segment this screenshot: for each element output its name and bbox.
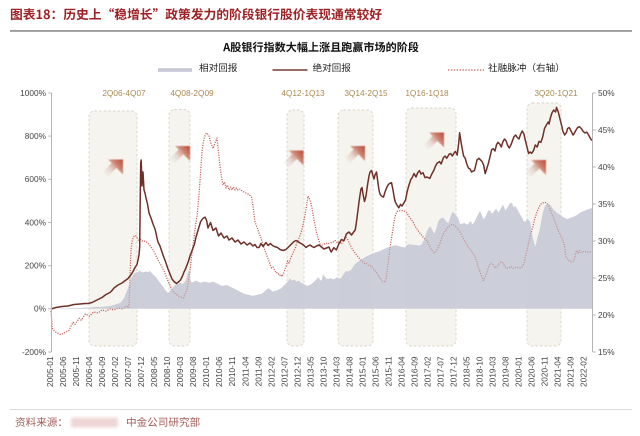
svg-text:2009-08: 2009-08 [188,356,198,387]
svg-text:2006-04: 2006-04 [84,356,94,387]
svg-text:200%: 200% [25,261,47,271]
svg-text:800%: 800% [25,131,47,141]
svg-text:2021-04: 2021-04 [553,356,563,387]
svg-text:2005-01: 2005-01 [45,356,55,387]
svg-text:4Q08-2Q09: 4Q08-2Q09 [170,88,214,98]
svg-text:2007-12: 2007-12 [136,356,146,387]
svg-text:2006-09: 2006-09 [97,356,107,387]
svg-text:2007-02: 2007-02 [110,356,120,387]
svg-text:2015-06: 2015-06 [370,356,380,387]
svg-text:15%: 15% [598,347,615,357]
svg-text:2008-10: 2008-10 [162,356,172,387]
svg-text:2011-04: 2011-04 [240,356,250,386]
svg-text:600%: 600% [25,174,47,184]
svg-text:35%: 35% [598,199,615,209]
svg-text:400%: 400% [25,217,47,227]
svg-text:20%: 20% [598,310,615,320]
svg-text:2012-02: 2012-02 [266,356,276,387]
svg-text:2019-08: 2019-08 [501,356,511,387]
svg-text:2021-09: 2021-09 [566,356,576,387]
svg-text:40%: 40% [598,162,615,172]
svg-text:2014-03: 2014-03 [331,356,341,387]
svg-text:2012-12: 2012-12 [292,356,302,387]
svg-text:2017-02: 2017-02 [423,356,433,387]
svg-text:1000%: 1000% [20,88,46,98]
svg-text:2017-12: 2017-12 [449,356,459,387]
svg-text:2020-01: 2020-01 [514,356,524,387]
svg-text:3Q14-2Q15: 3Q14-2Q15 [344,88,388,98]
svg-text:2013-05: 2013-05 [305,356,315,387]
svg-text:2016-04: 2016-04 [397,356,407,387]
svg-text:2007-07: 2007-07 [123,356,133,387]
svg-text:25%: 25% [598,273,615,283]
svg-text:2005-11: 2005-11 [71,356,81,386]
svg-text:30%: 30% [598,236,615,246]
svg-text:50%: 50% [598,88,615,98]
svg-text:2011-09: 2011-09 [253,356,263,386]
svg-text:2016-09: 2016-09 [410,356,420,387]
svg-text:45%: 45% [598,125,615,135]
svg-text:2017-07: 2017-07 [436,356,446,387]
svg-text:2010-11: 2010-11 [227,356,237,386]
svg-text:2005-06: 2005-06 [58,356,68,387]
svg-text:2Q06-4Q07: 2Q06-4Q07 [102,88,146,98]
svg-text:2018-05: 2018-05 [462,356,472,387]
svg-text:2013-10: 2013-10 [318,356,328,387]
svg-text:0%: 0% [34,304,47,314]
svg-text:2009-03: 2009-03 [175,356,185,387]
svg-text:2022-02: 2022-02 [579,356,589,387]
svg-text:2008-05: 2008-05 [149,356,159,387]
svg-text:2010-01: 2010-01 [201,356,211,387]
svg-text:2010-06: 2010-06 [214,356,224,387]
svg-text:4Q12-1Q13: 4Q12-1Q13 [281,88,325,98]
svg-text:3Q20-1Q21: 3Q20-1Q21 [534,88,578,98]
svg-text:2018-10: 2018-10 [475,356,485,387]
svg-text:1Q16-1Q18: 1Q16-1Q18 [405,88,449,98]
svg-text:2019-03: 2019-03 [488,356,498,387]
svg-text:2015-01: 2015-01 [357,356,367,387]
svg-text:2012-07: 2012-07 [279,356,289,387]
svg-text:2014-08: 2014-08 [344,356,354,387]
svg-text:2020-06: 2020-06 [527,356,537,387]
svg-text:2015-11: 2015-11 [383,356,393,386]
svg-text:2020-11: 2020-11 [540,356,550,386]
svg-text:-200%: -200% [22,347,47,357]
